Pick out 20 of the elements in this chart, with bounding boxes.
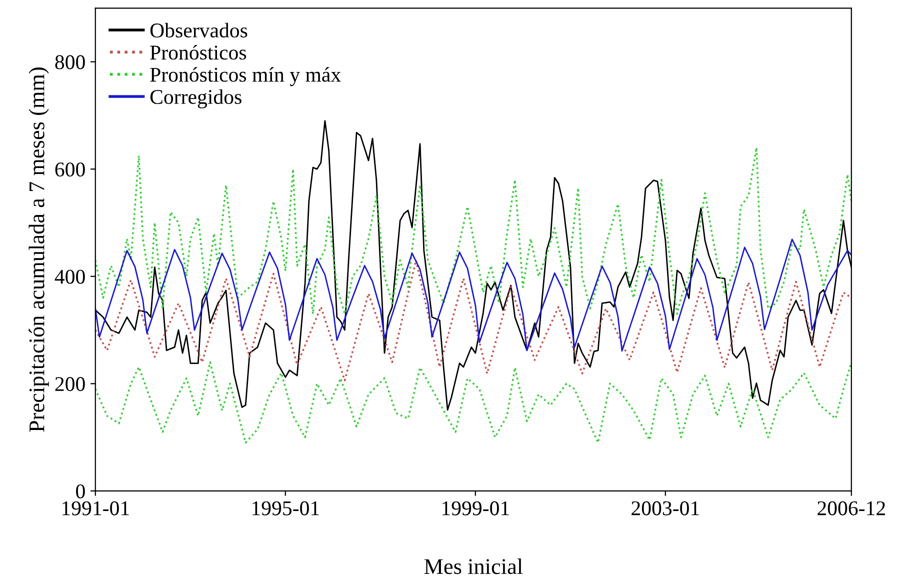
x-tick-label: 2003-01 [632,501,699,516]
legend-label: Pronósticos mín y máx [150,67,341,86]
x-tick-label: 1999-01 [442,501,509,516]
x-tick-label: 1995-01 [252,501,319,516]
line-series [95,259,852,382]
y-tick-label: 0 [76,484,85,498]
line-series [95,146,852,315]
line-series [95,361,852,444]
y-axis-title: Precipitación acumulada a 7 meses (mm) [28,68,49,432]
x-tick-label: 1991-01 [62,501,129,516]
x-tick-label: 2006-12 [818,501,885,516]
legend-label: Observados [150,22,248,38]
y-tick-label: 200 [55,377,85,392]
y-tick-label: 600 [55,162,85,177]
line-series [95,238,852,352]
x-axis-title: Mes inicial [424,558,523,574]
y-tick-label: 800 [55,55,85,70]
y-tick-label: 400 [54,270,85,284]
legend-label: Pronósticos [150,44,246,60]
legend-label: Corregidos [150,89,242,108]
